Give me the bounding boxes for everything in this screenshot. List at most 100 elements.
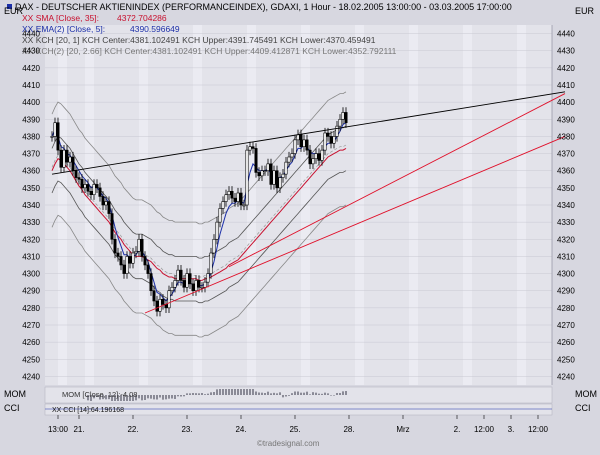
mom-bar bbox=[141, 395, 143, 401]
y-tick-label: 4340 bbox=[557, 201, 575, 210]
candle-body bbox=[86, 184, 90, 192]
candle-body bbox=[173, 280, 177, 288]
mom-bar bbox=[273, 392, 275, 395]
y-tick-label: 4360 bbox=[22, 167, 40, 176]
kch1-lower bbox=[51, 170, 347, 304]
mom-bars bbox=[87, 389, 347, 401]
mom-bar bbox=[291, 393, 293, 395]
candle-body bbox=[242, 204, 246, 207]
candle-body bbox=[206, 273, 210, 283]
candle-body bbox=[338, 118, 342, 127]
cci-legend: XX CCI [14]:64.196168 bbox=[52, 407, 124, 414]
candle-body bbox=[233, 197, 237, 202]
y-tick-label: 4300 bbox=[22, 270, 40, 279]
cci-label-right: CCI bbox=[575, 403, 591, 413]
mom-bar bbox=[267, 391, 269, 395]
mom-bar bbox=[255, 391, 257, 395]
mom-bar bbox=[90, 395, 92, 401]
candle-body bbox=[263, 170, 267, 173]
candle-body bbox=[308, 149, 312, 165]
mom-bar bbox=[123, 395, 125, 401]
trendline bbox=[228, 93, 566, 268]
candle-body bbox=[203, 281, 207, 288]
legend-kch1: XX KCH [20, 1] KCH Center:4381.102491 KC… bbox=[22, 35, 376, 45]
y-tick-label: 4250 bbox=[557, 355, 575, 364]
candle-body bbox=[134, 250, 138, 254]
y-tick-label: 4380 bbox=[22, 132, 40, 141]
candle-body bbox=[311, 158, 315, 165]
candle-body bbox=[59, 149, 63, 168]
y-tick-label: 4340 bbox=[22, 201, 40, 210]
mom-bar bbox=[225, 389, 227, 395]
candle-body bbox=[137, 238, 141, 252]
mom-bar bbox=[318, 393, 320, 395]
mom-bar bbox=[120, 395, 122, 401]
mom-bar bbox=[339, 393, 341, 395]
candle-body bbox=[182, 280, 186, 288]
y-axis-left: 4240 4250 4260 4270 4280 4290 4300 4310 4320 4330… bbox=[22, 30, 40, 382]
mom-bar bbox=[282, 395, 284, 398]
candle-body bbox=[329, 136, 333, 144]
candle-body bbox=[227, 190, 231, 196]
x-tick-label: 21. bbox=[73, 425, 84, 434]
y-tick-label: 4280 bbox=[557, 304, 575, 313]
mom-bar bbox=[111, 395, 113, 401]
mom-bar bbox=[285, 395, 287, 397]
mom-bar bbox=[132, 395, 134, 401]
candle-body bbox=[287, 156, 291, 163]
mom-bar bbox=[261, 392, 263, 395]
candle-body bbox=[143, 256, 147, 266]
mom-bar bbox=[279, 392, 281, 395]
x-tick-label: 3. bbox=[508, 425, 515, 434]
mom-bar bbox=[210, 392, 212, 395]
mom-bar bbox=[147, 395, 149, 399]
candle-body bbox=[284, 161, 288, 175]
candle-body bbox=[293, 139, 297, 154]
mom-bar bbox=[306, 391, 308, 395]
candle-body bbox=[53, 122, 57, 137]
mom-bar bbox=[144, 395, 146, 400]
candle-body bbox=[128, 256, 132, 264]
mom-bar bbox=[129, 395, 131, 401]
y-tick-label: 4300 bbox=[557, 270, 575, 279]
mom-bar bbox=[102, 395, 104, 400]
x-tick-label: 22. bbox=[127, 425, 138, 434]
mom-bar bbox=[345, 391, 347, 395]
mom-bar bbox=[312, 392, 314, 395]
mom-bar bbox=[93, 395, 95, 399]
candle-body bbox=[131, 252, 135, 264]
mom-bar bbox=[216, 389, 218, 395]
mom-bar bbox=[297, 391, 299, 395]
mom-bar bbox=[336, 393, 338, 395]
mom-bar bbox=[198, 393, 200, 395]
mom-bar bbox=[234, 389, 236, 395]
mom-bar bbox=[159, 395, 161, 398]
y-tick-label: 4310 bbox=[557, 252, 575, 261]
mom-bar bbox=[240, 389, 242, 395]
mom-bar bbox=[135, 395, 137, 401]
candle-body bbox=[188, 273, 192, 285]
mom-bar bbox=[174, 395, 176, 399]
candle-body bbox=[239, 192, 243, 206]
trendline bbox=[144, 136, 566, 314]
y-tick-label: 4260 bbox=[557, 338, 575, 347]
candle-body bbox=[194, 280, 198, 292]
y-tick-label: 4290 bbox=[22, 287, 40, 296]
legend-sma-value: 4372.704286 bbox=[117, 13, 167, 23]
y-tick-label: 4350 bbox=[557, 184, 575, 193]
x-tick-label: 23. bbox=[181, 425, 192, 434]
mom-bar bbox=[231, 389, 233, 395]
mom-bar bbox=[222, 389, 224, 395]
mom-bar bbox=[168, 395, 170, 399]
mom-bar bbox=[294, 391, 296, 395]
mom-bar bbox=[177, 395, 179, 397]
mom-bar bbox=[237, 389, 239, 395]
candle-body bbox=[140, 238, 144, 257]
candle-body bbox=[269, 163, 273, 185]
candle-body bbox=[254, 148, 258, 173]
candle-body bbox=[95, 184, 99, 189]
candle-body bbox=[185, 273, 189, 288]
y-tick-label: 4440 bbox=[557, 30, 575, 39]
candle-body bbox=[149, 273, 153, 292]
